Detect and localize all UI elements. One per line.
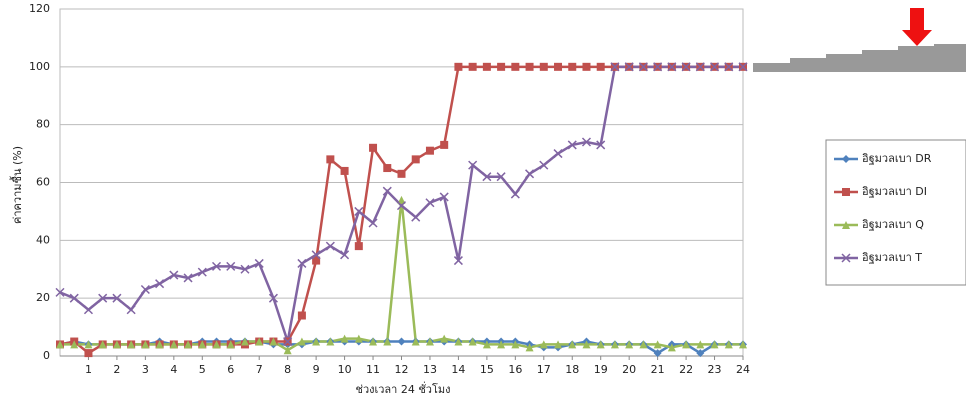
arrow-icon xyxy=(902,8,932,46)
legend-label: อิฐมวลเบา DR xyxy=(862,152,932,165)
x-tick-label: 14 xyxy=(451,363,465,376)
marker xyxy=(326,155,334,163)
series-line xyxy=(60,67,743,342)
marker xyxy=(341,167,349,175)
marker xyxy=(842,188,850,196)
x-tick-label: 23 xyxy=(708,363,722,376)
marker xyxy=(540,63,548,71)
marker xyxy=(326,242,334,250)
marker xyxy=(454,63,462,71)
y-tick-label: 100 xyxy=(29,60,50,73)
marker xyxy=(483,63,491,71)
legend-label: อิฐมวลเบา T xyxy=(862,251,923,264)
marker xyxy=(511,63,519,71)
x-tick-label: 18 xyxy=(565,363,579,376)
x-tick-label: 3 xyxy=(142,363,149,376)
x-tick-label: 11 xyxy=(366,363,380,376)
marker xyxy=(298,312,306,320)
marker xyxy=(511,190,519,198)
x-axis-title: ช่วงเวลา 24 ชั่วโมง xyxy=(355,381,450,396)
marker xyxy=(497,63,505,71)
marker xyxy=(426,147,434,155)
x-tick-label: 24 xyxy=(736,363,750,376)
y-tick-label: 60 xyxy=(36,176,50,189)
marker xyxy=(526,170,534,178)
x-tick-label: 5 xyxy=(199,363,206,376)
y-tick-label: 120 xyxy=(29,2,50,15)
legend-label: อิฐมวลเบา DI xyxy=(862,185,927,198)
marker xyxy=(412,213,420,221)
x-tick-label: 10 xyxy=(338,363,352,376)
x-tick-label: 15 xyxy=(480,363,494,376)
x-tick-label: 12 xyxy=(395,363,409,376)
marker xyxy=(440,141,448,149)
marker xyxy=(554,63,562,71)
x-tick-label: 2 xyxy=(113,363,120,376)
x-tick-label: 9 xyxy=(313,363,320,376)
marker xyxy=(568,63,576,71)
marker xyxy=(84,349,92,357)
y-tick-label: 40 xyxy=(36,233,50,246)
marker xyxy=(597,63,605,71)
x-tick-label: 1 xyxy=(85,363,92,376)
decoration-steps xyxy=(753,44,966,72)
y-tick-label: 0 xyxy=(43,349,50,362)
x-tick-label: 8 xyxy=(284,363,291,376)
marker xyxy=(582,63,590,71)
x-tick-label: 4 xyxy=(170,363,177,376)
marker xyxy=(398,170,406,178)
x-tick-label: 16 xyxy=(508,363,522,376)
chart: ค่าความชื้น (%) ช่วงเวลา 24 ชั่วโมง 0 20 4… xyxy=(0,0,966,401)
series-line xyxy=(60,200,743,350)
x-tick-label: 21 xyxy=(651,363,665,376)
x-tick-label: 13 xyxy=(423,363,437,376)
marker xyxy=(383,164,391,172)
y-tick-label: 20 xyxy=(36,291,50,304)
marker xyxy=(540,161,548,169)
x-tick-label: 6 xyxy=(227,363,234,376)
x-tick-label: 20 xyxy=(622,363,636,376)
x-tick-label: 22 xyxy=(679,363,693,376)
x-tick-label: 17 xyxy=(537,363,551,376)
marker xyxy=(412,155,420,163)
marker xyxy=(127,306,135,314)
marker xyxy=(84,306,92,314)
legend-label: อิฐมวลเบา Q xyxy=(862,218,925,231)
x-tick-label: 19 xyxy=(594,363,608,376)
marker xyxy=(554,150,562,158)
y-axis-title: ค่าความชื้น (%) xyxy=(9,146,24,224)
marker xyxy=(526,63,534,71)
marker xyxy=(369,144,377,152)
marker xyxy=(355,242,363,250)
x-tick-label: 7 xyxy=(256,363,263,376)
marker xyxy=(398,338,406,346)
y-tick-label: 80 xyxy=(36,118,50,131)
marker xyxy=(469,63,477,71)
